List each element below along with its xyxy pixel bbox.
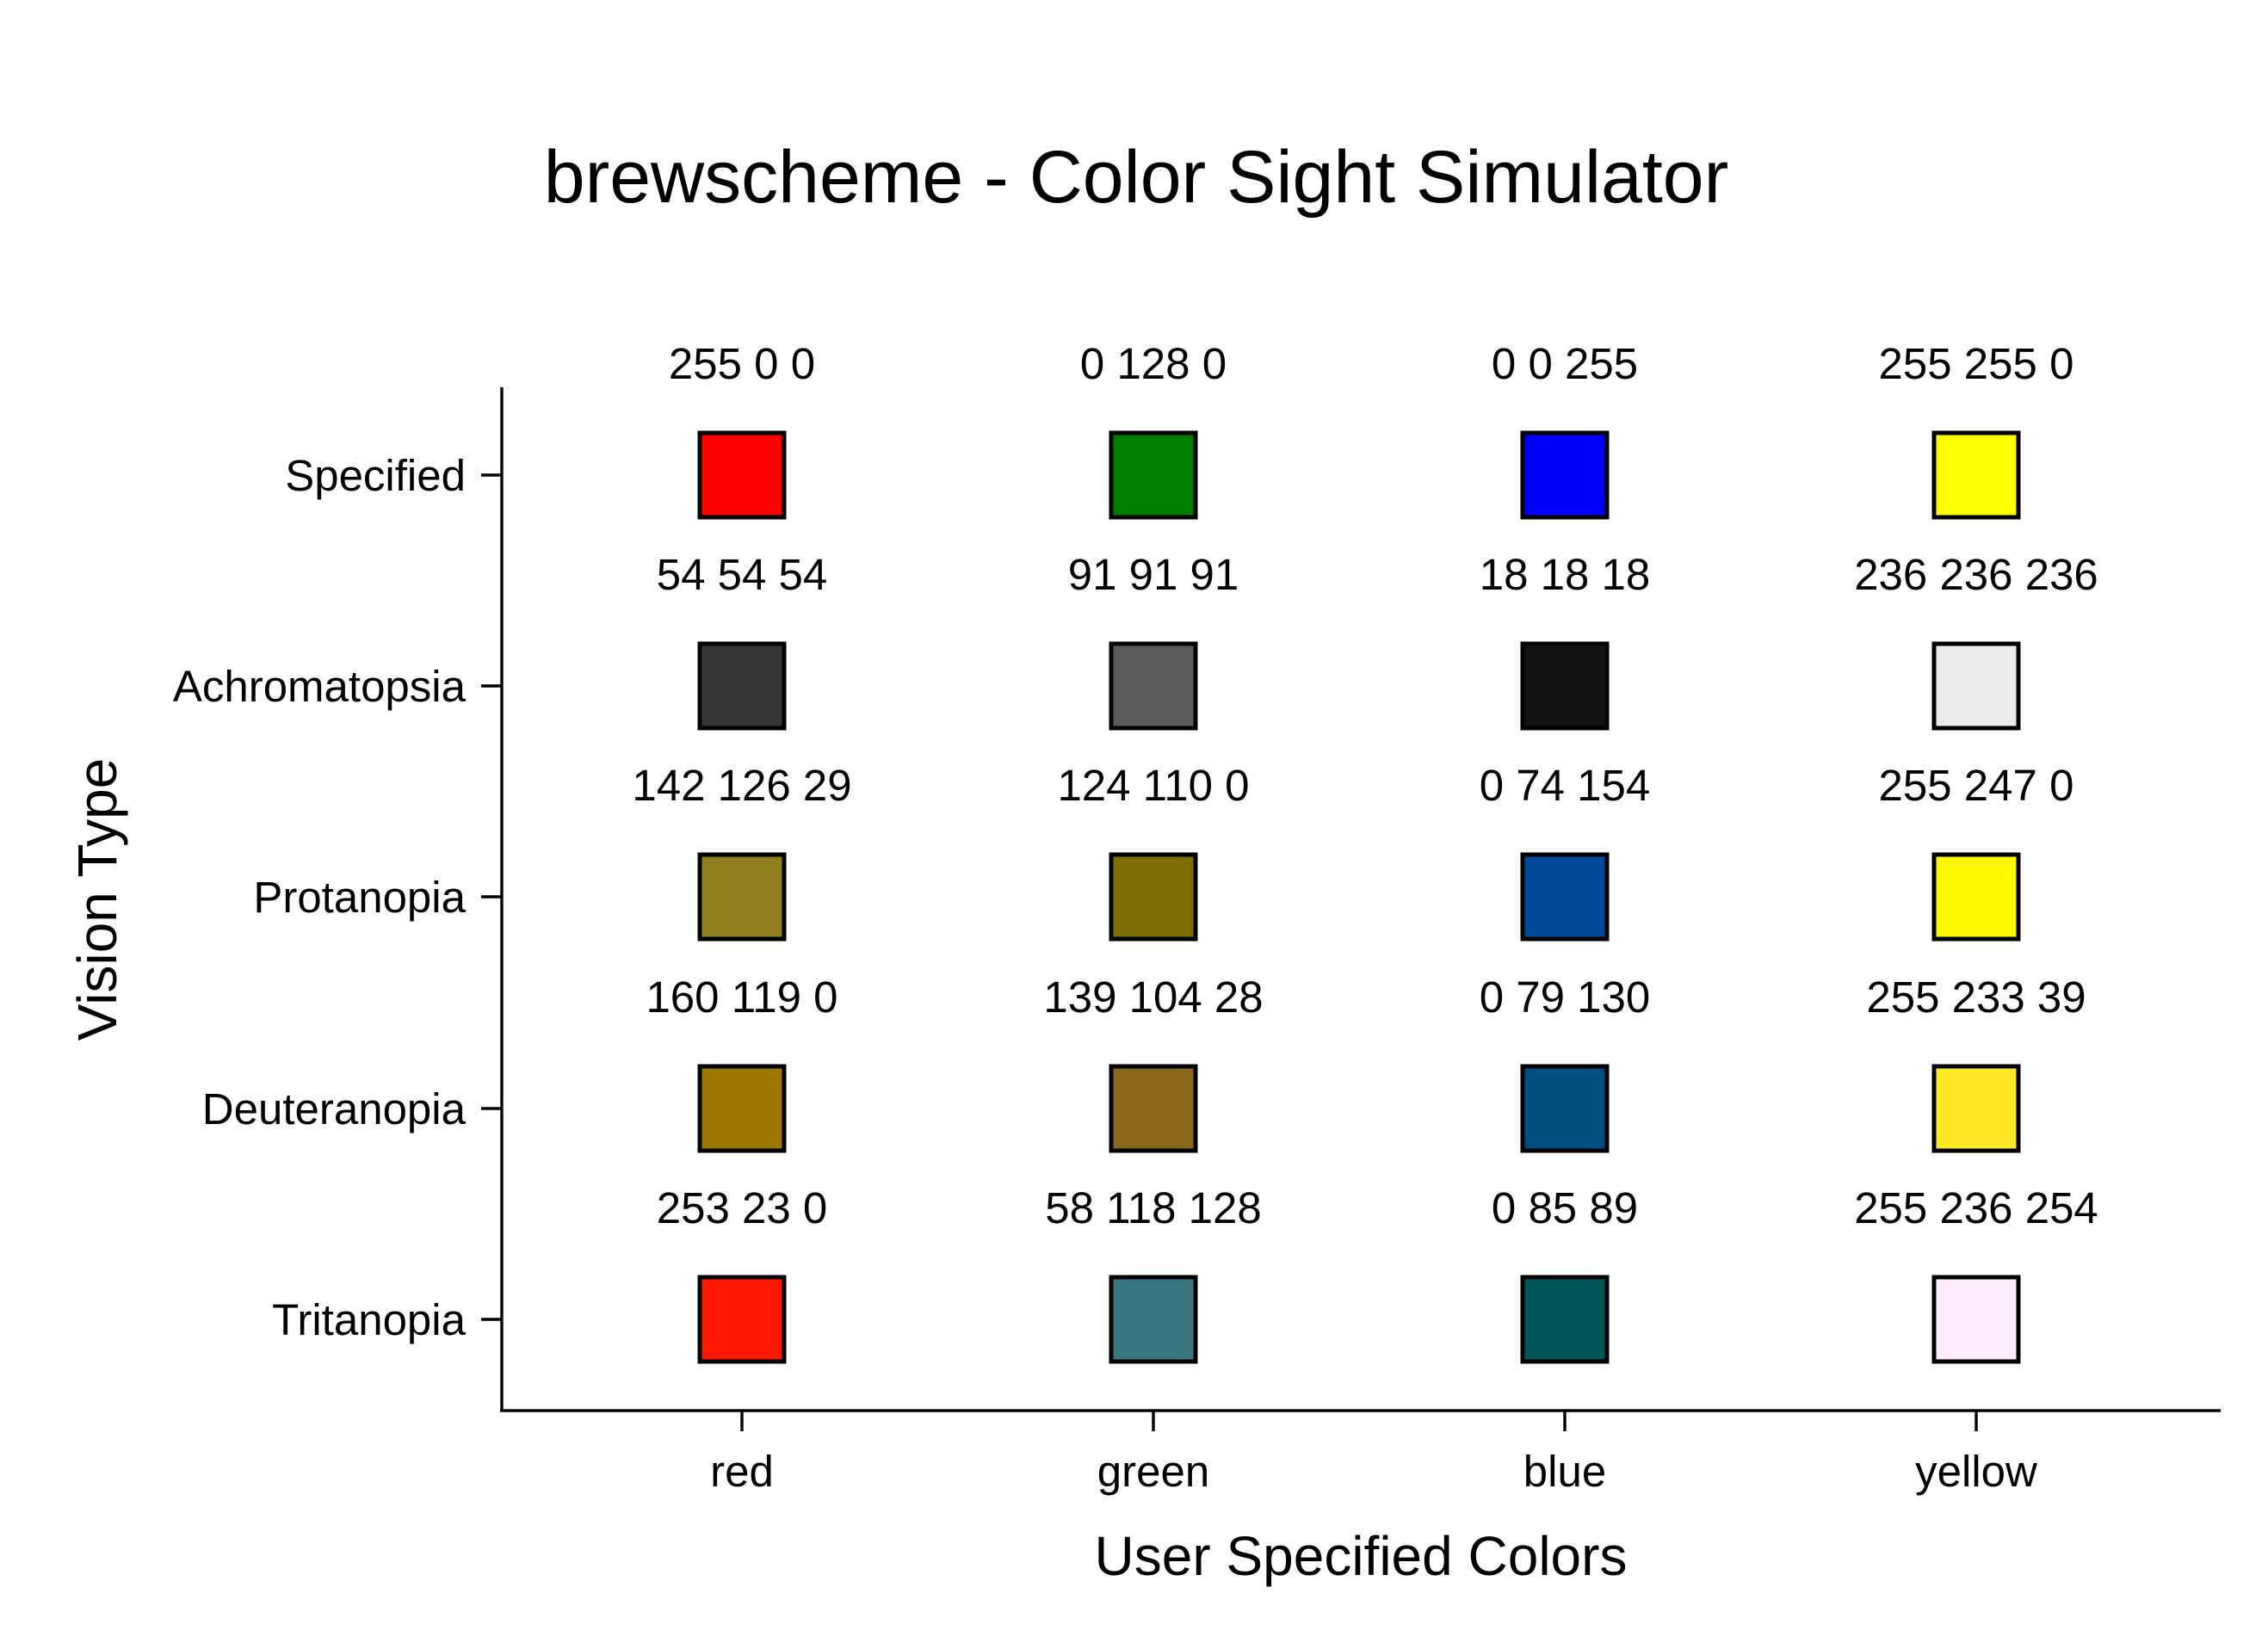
color-swatch <box>1931 430 2021 520</box>
rgb-value-label: 0 74 154 <box>1480 761 1651 810</box>
color-swatch <box>1109 430 1198 520</box>
y-tick-label-tritanopia: Tritanopia <box>272 1295 467 1344</box>
y-axis-title: Vision Type <box>66 758 128 1041</box>
rgb-value-label: 91 91 91 <box>1068 550 1239 599</box>
rgb-value-label: 255 233 39 <box>1866 973 2086 1022</box>
rgb-value-label: 0 85 89 <box>1492 1183 1638 1232</box>
y-tick-label-protanopia: Protanopia <box>253 873 466 922</box>
rgb-value-label: 142 126 29 <box>632 761 851 810</box>
color-swatch <box>1520 1275 1610 1364</box>
color-swatch <box>1109 641 1198 731</box>
x-tick-label-blue: blue <box>1523 1447 1606 1496</box>
rgb-value-label: 18 18 18 <box>1480 550 1651 599</box>
color-swatch <box>1520 852 1610 942</box>
rgb-value-label: 160 119 0 <box>646 973 837 1022</box>
rgb-value-label: 253 23 0 <box>657 1183 828 1232</box>
rgb-value-label: 54 54 54 <box>657 550 828 599</box>
color-swatch <box>1931 852 2021 942</box>
y-tick-label-specified: Specified <box>285 451 466 500</box>
x-tick-label-yellow: yellow <box>1915 1447 2037 1496</box>
color-swatch <box>697 852 787 942</box>
rgb-value-label: 139 104 28 <box>1043 973 1263 1022</box>
plot-area: Specified Achromatopsia Protanopia Deuteran… <box>173 339 2098 1496</box>
rgb-value-label: 255 236 254 <box>1854 1183 2098 1232</box>
color-swatch <box>697 1064 787 1153</box>
color-swatch <box>1109 852 1198 942</box>
color-swatch <box>1520 1064 1610 1153</box>
color-swatch <box>1520 641 1610 731</box>
rgb-value-label: 0 128 0 <box>1080 339 1227 388</box>
color-swatch <box>1931 641 2021 731</box>
x-tick-label-red: red <box>710 1447 774 1496</box>
color-swatch <box>1109 1275 1198 1364</box>
color-swatch <box>697 1275 787 1364</box>
rgb-value-label: 0 79 130 <box>1480 973 1651 1022</box>
color-swatch <box>1931 1064 2021 1153</box>
color-swatch <box>1109 1064 1198 1153</box>
color-swatch <box>1931 1275 2021 1364</box>
color-swatch <box>697 430 787 520</box>
y-tick-label-achromatopsia: Achromatopsia <box>173 662 467 711</box>
x-axis-title: User Specified Colors <box>1095 1525 1628 1587</box>
y-tick-label-deuteranopia: Deuteranopia <box>202 1084 467 1133</box>
rgb-value-label: 255 0 0 <box>669 339 815 388</box>
rgb-value-label: 0 0 255 <box>1492 339 1638 388</box>
color-swatch <box>1520 430 1610 520</box>
rgb-value-label: 58 118 128 <box>1045 1183 1261 1232</box>
x-tick-label-green: green <box>1097 1447 1209 1496</box>
chart-title: brewscheme - Color Sight Simulator <box>544 136 1729 219</box>
rgb-value-label: 255 255 0 <box>1879 339 2074 388</box>
rgb-value-label: 236 236 236 <box>1854 550 2098 599</box>
rgb-value-label: 124 110 0 <box>1057 761 1249 810</box>
color-swatch <box>697 641 787 731</box>
rgb-value-label: 255 247 0 <box>1879 761 2074 810</box>
